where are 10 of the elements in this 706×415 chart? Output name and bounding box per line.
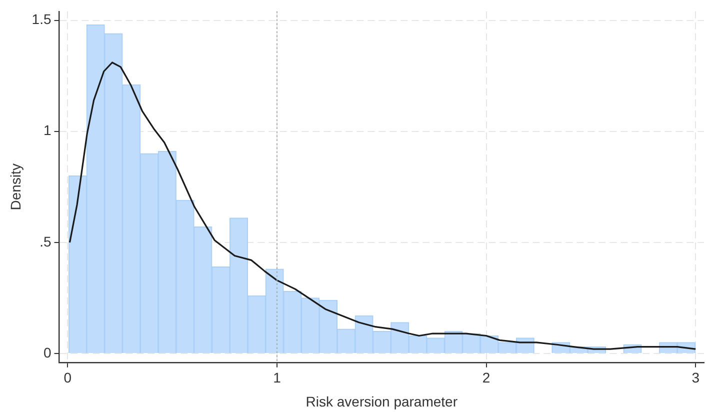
- x-axis-title: Risk aversion parameter: [306, 393, 458, 410]
- y-tick-label: .5: [40, 233, 52, 250]
- x-tick-label: 3: [692, 370, 700, 386]
- y-tick-label: 1: [43, 122, 52, 138]
- x-tick-label: 2: [482, 370, 490, 386]
- x-tick-label: 1: [273, 370, 282, 386]
- y-axis-title: Density: [7, 164, 24, 210]
- y-tick-label: 1.5: [32, 11, 52, 28]
- x-tick-label: 0: [64, 370, 72, 386]
- y-tick-label: 0: [43, 344, 52, 360]
